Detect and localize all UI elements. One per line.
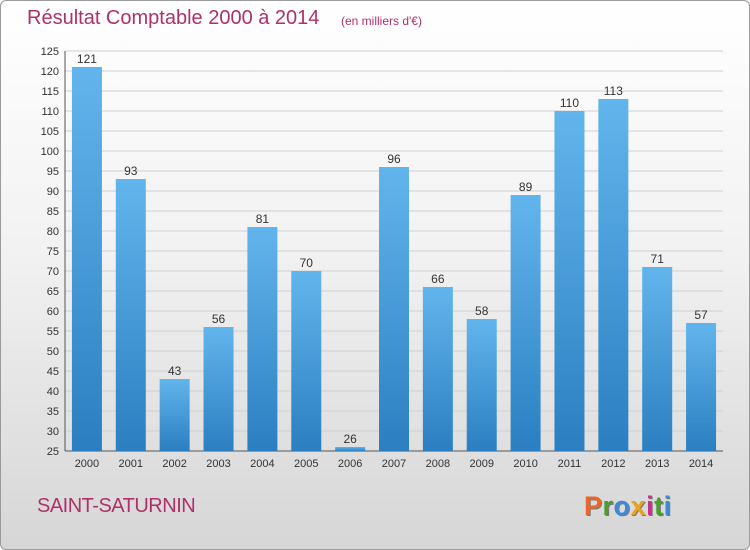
y-tick-label: 50 bbox=[47, 346, 59, 358]
y-tick-label: 110 bbox=[41, 106, 59, 118]
x-tick-label: 2005 bbox=[294, 458, 318, 470]
data-label: 81 bbox=[256, 212, 270, 226]
x-tick-label: 2013 bbox=[645, 458, 669, 470]
bar bbox=[642, 267, 673, 451]
x-tick-label: 2009 bbox=[469, 458, 493, 470]
logo-letter: r bbox=[602, 491, 614, 521]
x-tick-label: 2002 bbox=[162, 458, 186, 470]
data-label: 70 bbox=[300, 256, 314, 270]
y-tick-label: 85 bbox=[47, 206, 59, 218]
bar bbox=[115, 179, 146, 451]
bar bbox=[203, 327, 234, 451]
bar bbox=[422, 287, 453, 451]
data-label: 96 bbox=[387, 152, 401, 166]
bar bbox=[554, 111, 585, 451]
data-label: 93 bbox=[124, 164, 138, 178]
x-tick-label: 2001 bbox=[119, 458, 143, 470]
x-tick-label: 2010 bbox=[513, 458, 537, 470]
data-label: 56 bbox=[212, 312, 226, 326]
data-label: 57 bbox=[694, 308, 708, 322]
y-tick-label: 100 bbox=[41, 146, 59, 158]
data-label: 71 bbox=[651, 252, 665, 266]
x-tick-label: 2011 bbox=[558, 458, 582, 470]
y-tick-label: 45 bbox=[47, 366, 59, 378]
y-tick-label: 35 bbox=[47, 406, 59, 418]
y-tick-label: 30 bbox=[47, 426, 59, 438]
y-tick-label: 70 bbox=[47, 266, 59, 278]
bar bbox=[335, 447, 366, 451]
bar bbox=[686, 323, 717, 451]
chart-title: Résultat Comptable 2000 à 2014 bbox=[27, 7, 320, 29]
data-label: 66 bbox=[431, 272, 445, 286]
chart-subtitle: (en milliers d'€) bbox=[341, 14, 422, 28]
logo-letter: t bbox=[654, 491, 664, 521]
y-tick-label: 40 bbox=[47, 386, 59, 398]
y-tick-label: 55 bbox=[47, 326, 59, 338]
x-tick-label: 2003 bbox=[206, 458, 230, 470]
y-tick-label: 105 bbox=[41, 126, 59, 138]
proxiti-logo: Proxiti bbox=[584, 491, 672, 522]
logo-letter: i bbox=[646, 491, 655, 521]
y-tick-label: 25 bbox=[47, 446, 59, 458]
bar bbox=[159, 379, 190, 451]
bar bbox=[598, 99, 629, 451]
y-tick-label: 65 bbox=[47, 286, 59, 298]
y-tick-label: 80 bbox=[47, 226, 59, 238]
data-label: 113 bbox=[604, 84, 623, 98]
x-tick-label: 2012 bbox=[601, 458, 625, 470]
y-tick-label: 120 bbox=[41, 66, 59, 78]
y-tick-label: 75 bbox=[47, 246, 59, 258]
x-tick-label: 2014 bbox=[689, 458, 713, 470]
bar bbox=[291, 271, 322, 451]
logo-letter: i bbox=[663, 491, 672, 521]
logo-letter: x bbox=[630, 491, 647, 521]
x-tick-label: 2007 bbox=[382, 458, 406, 470]
y-tick-label: 115 bbox=[41, 86, 59, 98]
data-label: 43 bbox=[168, 364, 182, 378]
y-tick-label: 125 bbox=[41, 46, 59, 58]
bar bbox=[466, 319, 497, 451]
x-tick-label: 2006 bbox=[338, 458, 362, 470]
bar bbox=[247, 227, 278, 451]
y-tick-label: 95 bbox=[47, 166, 59, 178]
bar bbox=[71, 67, 102, 451]
bar bbox=[510, 195, 541, 451]
commune-name: SAINT-SATURNIN bbox=[37, 495, 196, 517]
x-tick-label: 2000 bbox=[75, 458, 99, 470]
logo-letter: P bbox=[584, 491, 603, 521]
data-label: 26 bbox=[343, 432, 357, 446]
bar bbox=[379, 167, 409, 451]
x-tick-label: 2004 bbox=[250, 458, 274, 470]
data-label: 121 bbox=[77, 52, 97, 66]
y-tick-label: 60 bbox=[47, 306, 59, 318]
data-label: 58 bbox=[475, 304, 489, 318]
data-label: 89 bbox=[519, 180, 533, 194]
logo-letter: o bbox=[613, 491, 631, 521]
x-tick-label: 2008 bbox=[426, 458, 450, 470]
data-label: 110 bbox=[560, 96, 579, 110]
y-tick-label: 90 bbox=[47, 186, 59, 198]
